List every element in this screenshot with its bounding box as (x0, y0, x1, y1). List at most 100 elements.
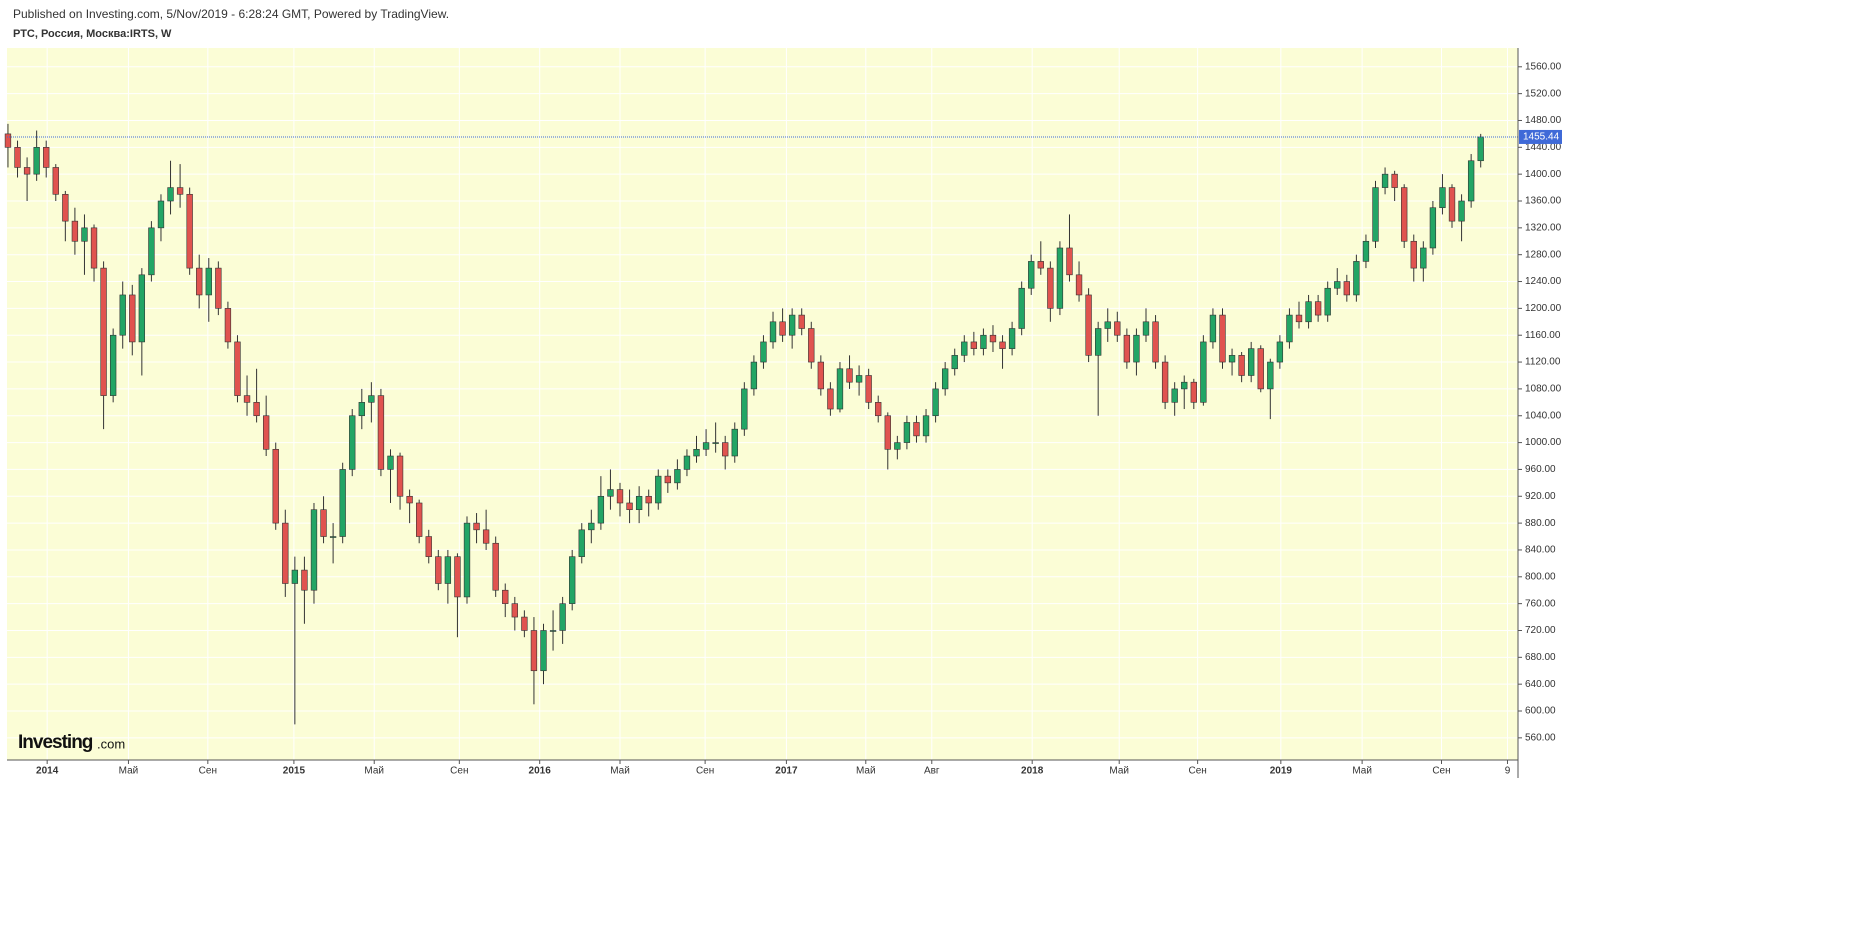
logo-suffix: .com (97, 736, 125, 751)
candle-body (760, 341, 767, 363)
candle-body (234, 341, 241, 396)
candle-body (1324, 287, 1331, 316)
candle-body (875, 402, 882, 417)
candle-body (416, 502, 423, 537)
candle-body (435, 556, 442, 584)
y-tick-label: 1240.00 (1525, 276, 1562, 287)
candle-body (1095, 328, 1102, 356)
candle-body (1133, 334, 1140, 363)
candle-body (23, 167, 31, 175)
last-price-label: 1455.44 (1523, 132, 1560, 143)
candle-body (884, 415, 891, 450)
candle-body (1075, 274, 1083, 296)
x-tick-label: Май (856, 766, 876, 777)
candle-body (1200, 341, 1207, 403)
candle-body (655, 475, 662, 504)
y-tick-label: 920.00 (1525, 491, 1556, 502)
candle-body (961, 341, 968, 356)
candle-body (922, 415, 930, 437)
candle-body (1161, 361, 1169, 403)
y-tick-label: 1560.00 (1525, 61, 1562, 72)
candle-body (626, 502, 633, 510)
candle-body (769, 321, 777, 343)
candle-body (693, 448, 700, 457)
x-tick-label: Май (1109, 766, 1129, 777)
candle-body (846, 368, 853, 383)
candle-body (1114, 321, 1121, 336)
candle-body (903, 422, 911, 443)
candle-body (980, 334, 987, 349)
x-tick-label: 2014 (36, 766, 59, 777)
x-tick-label: Сен (1432, 766, 1450, 777)
candle-body (329, 536, 337, 538)
candle-body (741, 388, 748, 430)
logo-brand: Investing (18, 732, 93, 753)
y-tick-label: 1440.00 (1525, 142, 1562, 153)
candle-body (482, 529, 490, 544)
candle-body (549, 630, 557, 632)
y-tick-label: 680.00 (1525, 652, 1556, 663)
candle-body (750, 361, 758, 390)
candle-body (530, 630, 538, 672)
candle-body (894, 442, 901, 450)
y-tick-label: 1360.00 (1525, 196, 1562, 207)
candle-body (788, 314, 796, 336)
candle-body (1410, 240, 1417, 269)
y-tick-label: 960.00 (1525, 464, 1556, 475)
y-tick-label: 1000.00 (1525, 437, 1562, 448)
candle-body (138, 274, 146, 343)
candle-body (205, 267, 212, 296)
candle-body (215, 267, 222, 309)
candle-body (444, 556, 452, 584)
candle-body (588, 522, 595, 531)
candle-body (1362, 240, 1370, 262)
x-tick-label: Авг (924, 766, 940, 777)
candle-body (989, 334, 997, 343)
y-tick-label: 840.00 (1525, 545, 1556, 556)
candle-body (616, 489, 624, 504)
candle-body (1353, 261, 1360, 296)
candle-body (712, 442, 719, 444)
candle-body (176, 187, 184, 195)
candle-body (1276, 341, 1284, 363)
x-tick-label: 9 (1505, 766, 1511, 777)
x-tick-label: Май (610, 766, 630, 777)
candle-body (1018, 287, 1025, 329)
candle-body (817, 361, 825, 390)
candle-body (569, 556, 576, 604)
y-tick-label: 800.00 (1525, 571, 1556, 582)
candle-body (683, 455, 691, 470)
candle-body (970, 341, 978, 349)
candle-body (282, 522, 289, 584)
x-tick-label: Май (119, 766, 139, 777)
candle-body (827, 388, 834, 410)
y-tick-label: 880.00 (1525, 518, 1556, 529)
candle-body (71, 220, 79, 242)
candle-body (1372, 187, 1379, 242)
candle-body (243, 395, 251, 403)
y-tick-label: 1120.00 (1525, 357, 1561, 368)
candle-body (463, 522, 471, 598)
candle-body (157, 200, 165, 229)
plot-background (7, 48, 1518, 760)
published-note: Published on Investing.com, 5/Nov/2019 -… (13, 7, 449, 21)
candle-body (540, 630, 547, 672)
candle-body (1123, 334, 1131, 363)
candle-body (722, 442, 729, 457)
x-tick-label: Сен (450, 766, 468, 777)
candle-body (262, 415, 270, 450)
candle-body (645, 495, 652, 504)
candle-body (81, 227, 88, 242)
candle-body (502, 589, 509, 604)
y-tick-label: 1160.00 (1525, 330, 1561, 341)
candle-body (597, 495, 605, 524)
candle-body (339, 469, 346, 537)
candle-body (224, 308, 232, 343)
y-tick-label: 1080.00 (1525, 384, 1562, 395)
candle-body (4, 133, 12, 148)
candle-body (100, 267, 107, 396)
candle-body (855, 375, 863, 383)
y-tick-label: 600.00 (1525, 706, 1556, 717)
candle-body (1008, 328, 1016, 349)
